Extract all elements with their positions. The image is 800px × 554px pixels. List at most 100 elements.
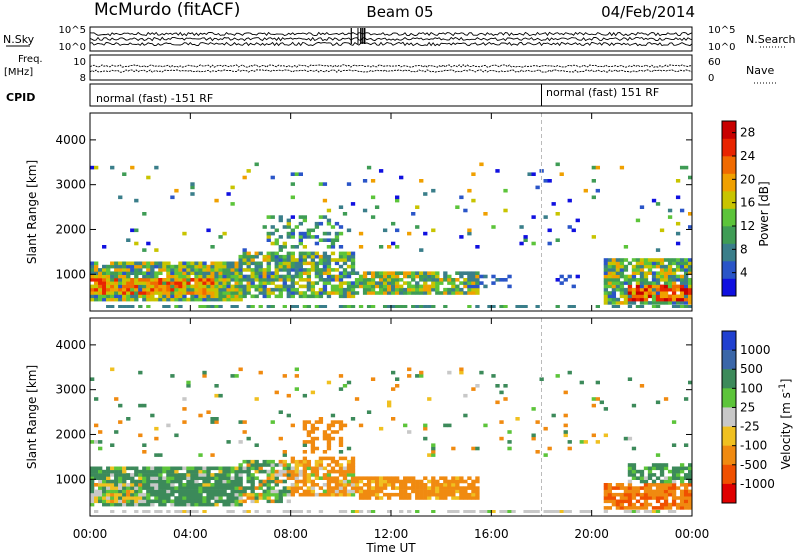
power-cell	[655, 261, 661, 266]
velocity-cell	[443, 479, 448, 484]
power-cell	[382, 228, 388, 233]
velocity-cell	[210, 417, 215, 421]
velocity-cell	[559, 510, 564, 513]
velocity-cell	[338, 492, 344, 497]
power-cell	[615, 278, 621, 282]
velocity-cell	[210, 486, 215, 490]
power-cell	[298, 271, 303, 275]
power-cell	[302, 284, 308, 289]
power-cell	[663, 291, 669, 295]
velocity-cell	[194, 486, 199, 490]
power-cell	[318, 254, 324, 259]
power-cell	[238, 291, 243, 295]
velocity-cell	[98, 466, 103, 471]
velocity-cell	[631, 486, 637, 490]
velocity-cell	[278, 479, 283, 484]
power-cell	[182, 297, 187, 302]
power-cell	[250, 271, 255, 275]
velocity-cell	[326, 483, 332, 487]
power-cell	[306, 284, 312, 289]
velocity-cell	[667, 506, 673, 510]
velocity-cell	[635, 486, 641, 490]
velocity-cell	[635, 499, 641, 504]
power-cell	[318, 278, 324, 282]
power-cell	[395, 195, 400, 200]
velocity-cell	[627, 492, 633, 497]
velocity-cell	[186, 466, 191, 471]
power-cell	[639, 301, 645, 305]
velocity-cell	[234, 469, 239, 474]
power-cell	[90, 165, 95, 170]
power-cell	[174, 297, 179, 302]
velocity-cell	[314, 473, 320, 477]
velocity-cell	[194, 510, 199, 513]
power-cell	[166, 274, 171, 279]
velocity-cell	[415, 486, 420, 490]
velocity-cell	[651, 496, 657, 500]
velocity-cell	[330, 486, 336, 490]
velocity-cell	[326, 456, 332, 461]
power-cell	[338, 278, 344, 282]
power-cell	[254, 271, 259, 275]
velocity-cell	[338, 483, 344, 487]
velocity-cell	[306, 466, 312, 471]
nsky-top-tick: 10^5	[59, 25, 86, 36]
velocity-cell	[431, 450, 436, 454]
power-cell	[174, 278, 179, 282]
velocity-cell	[234, 492, 239, 497]
velocity-cell	[270, 489, 275, 494]
velocity-cell	[226, 466, 231, 471]
power-cell	[270, 274, 275, 279]
velocity-cell	[623, 489, 629, 494]
velocity-cell	[298, 479, 303, 484]
power-cell	[194, 274, 199, 279]
velocity-cell	[198, 499, 203, 504]
power-cell	[214, 278, 219, 282]
velocity-cell	[350, 473, 356, 477]
velocity-cell	[427, 492, 432, 497]
power-cell	[266, 291, 271, 295]
power-cell	[278, 278, 283, 282]
power-cell	[162, 278, 167, 282]
power-cell	[346, 281, 352, 285]
power-cell	[242, 251, 247, 256]
power-cell	[134, 284, 139, 289]
velocity-cell	[106, 469, 111, 474]
power-cell	[314, 291, 320, 295]
power-cell	[447, 278, 452, 282]
velocity-cell	[194, 476, 199, 480]
velocity-cell	[238, 469, 243, 474]
power-cell	[679, 287, 685, 292]
power-cell	[154, 297, 159, 302]
velocity-cell	[615, 492, 621, 497]
power-cell	[202, 287, 207, 292]
velocity-cell	[447, 479, 452, 484]
velocity-cell	[671, 469, 677, 474]
velocity-cell	[358, 492, 364, 497]
velocity-cell	[234, 502, 239, 507]
velocity-cell	[182, 486, 187, 490]
velocity-cell	[146, 483, 151, 487]
velocity-cell	[110, 483, 115, 487]
velocity-cell	[463, 479, 468, 484]
velocity-cell	[639, 469, 645, 474]
velocity-cell	[214, 489, 219, 494]
power-cell	[675, 284, 681, 289]
power-cell	[447, 274, 452, 279]
power-cell	[503, 188, 508, 193]
velocity-cell	[114, 492, 119, 497]
power-cell	[318, 294, 324, 299]
velocity-colorbar-tick-label: 500	[740, 362, 763, 376]
power-cell	[683, 305, 689, 308]
velocity-cell	[411, 489, 416, 494]
power-cell	[182, 261, 187, 266]
velocity-cell	[158, 473, 163, 477]
velocity-cell	[647, 483, 653, 487]
power-cell	[435, 274, 440, 279]
power-cell	[471, 287, 476, 292]
power-cell	[443, 271, 448, 275]
velocity-cell	[154, 486, 159, 490]
power-cell	[174, 268, 179, 272]
power-cell	[499, 305, 504, 308]
